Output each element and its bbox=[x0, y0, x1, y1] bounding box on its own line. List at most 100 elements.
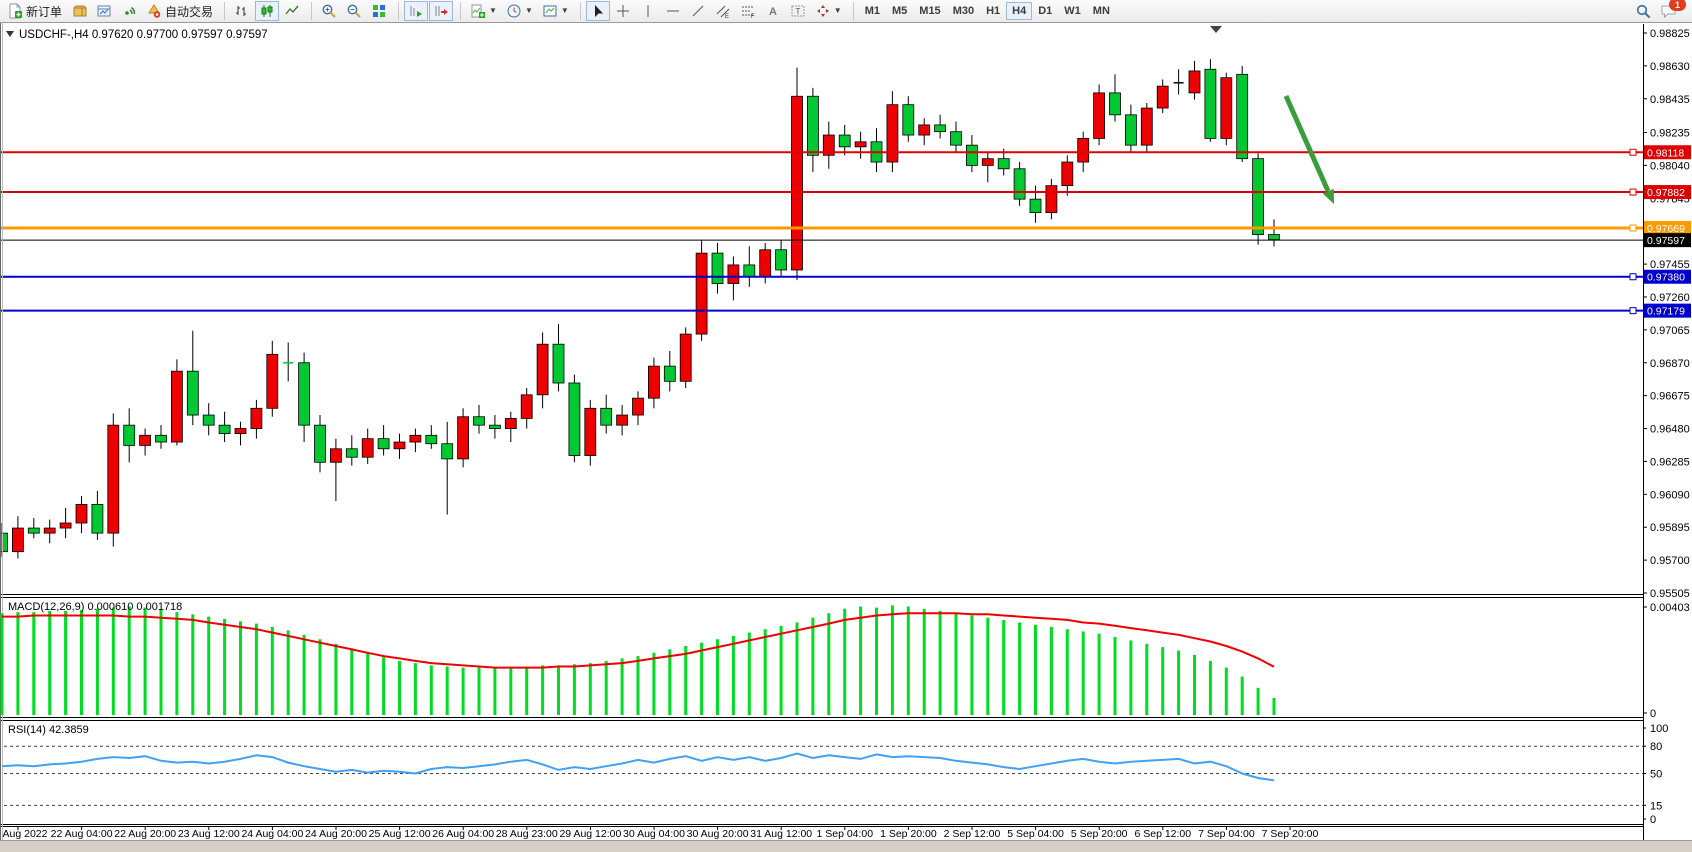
macd-histogram-bar bbox=[731, 635, 735, 715]
text-tool-button[interactable]: A bbox=[761, 1, 785, 21]
chart-shift-button[interactable] bbox=[429, 1, 454, 21]
candle-body bbox=[838, 134, 851, 148]
macd-histogram-bar bbox=[843, 608, 847, 715]
macd-histogram-bar bbox=[1177, 650, 1181, 715]
auto-scroll-button[interactable] bbox=[404, 1, 429, 21]
hline-0.97669[interactable] bbox=[0, 224, 1643, 232]
hline-handle[interactable] bbox=[1629, 224, 1637, 232]
timeframe-h4-button[interactable]: H4 bbox=[1006, 2, 1033, 20]
price-tick-label: 0.95895 bbox=[1650, 522, 1690, 534]
timeframe-h1-button[interactable]: H1 bbox=[986, 5, 1001, 17]
rsi-axis-label: 50 bbox=[1650, 769, 1662, 781]
line-chart-button[interactable] bbox=[280, 1, 304, 21]
timeframe-d1-button[interactable]: D1 bbox=[1038, 5, 1053, 17]
notifications-button[interactable]: 1 bbox=[1656, 0, 1686, 21]
svg-text:T: T bbox=[795, 7, 800, 16]
candle-body bbox=[361, 438, 374, 458]
auto-trading-button[interactable]: 自动交易 bbox=[142, 1, 217, 21]
templates-button[interactable]: ▼ bbox=[538, 1, 573, 21]
time-tick-label: 30 Aug 04:00 bbox=[623, 828, 685, 840]
periods-button[interactable]: ▼ bbox=[502, 1, 537, 21]
candle-body bbox=[314, 424, 326, 463]
auto-scroll-icon bbox=[408, 3, 424, 19]
macd-histogram-bar bbox=[64, 610, 68, 715]
trend-arrow[interactable] bbox=[1283, 94, 1334, 204]
hline-handle[interactable] bbox=[1629, 273, 1637, 281]
macd-histogram-bar bbox=[1113, 637, 1117, 715]
hline-0.97380[interactable] bbox=[0, 273, 1643, 281]
timeframe-m1-button[interactable]: M1 bbox=[864, 5, 880, 17]
macd-histogram-bar bbox=[604, 660, 608, 715]
candle-body bbox=[504, 418, 517, 429]
candle-body bbox=[234, 428, 247, 435]
hline-handle[interactable] bbox=[1629, 148, 1637, 156]
candle-body bbox=[409, 434, 422, 443]
candle-body bbox=[663, 365, 676, 382]
macd-histogram-bar bbox=[700, 642, 704, 715]
hline-handle[interactable] bbox=[1629, 188, 1637, 196]
hline-0.97882[interactable] bbox=[0, 188, 1643, 196]
zoom-out-button[interactable] bbox=[342, 1, 366, 21]
market-watch-button[interactable] bbox=[92, 1, 116, 21]
macd-histogram-bar bbox=[1129, 640, 1133, 715]
candle-body bbox=[250, 407, 263, 429]
arrows-tool-button[interactable]: ▼ bbox=[811, 1, 846, 21]
hline-handle[interactable] bbox=[1629, 307, 1637, 315]
cursor-tool-button[interactable] bbox=[585, 1, 610, 21]
text-label-tool-button[interactable]: T bbox=[786, 1, 810, 21]
search-icon bbox=[1635, 3, 1651, 19]
tile-windows-icon bbox=[371, 3, 387, 19]
trend-arrow-shaft[interactable] bbox=[1283, 94, 1331, 193]
crosshair-tool-button[interactable] bbox=[611, 1, 635, 21]
main-toolbar: 新订单 自动交易 ▼ ▼ ▼ E F A T ▼ M1 M5 M15 M30 H1 H4 D… bbox=[0, 0, 1692, 23]
candle-body bbox=[886, 104, 899, 163]
timeframe-m30-button[interactable]: M30 bbox=[952, 5, 975, 17]
symbol-dropdown-icon[interactable] bbox=[6, 31, 14, 37]
candle-body bbox=[1140, 107, 1153, 146]
macd-histogram-bar bbox=[302, 634, 306, 715]
indicators-button[interactable]: ▼ bbox=[466, 1, 501, 21]
hline-0.97179[interactable] bbox=[0, 307, 1643, 315]
search-button[interactable] bbox=[1631, 1, 1655, 21]
timeframe-w1-button[interactable]: W1 bbox=[1064, 5, 1081, 17]
candle-body bbox=[107, 424, 120, 534]
chart-profiles-button[interactable] bbox=[67, 1, 91, 21]
macd-histogram-bar bbox=[525, 666, 529, 715]
new-order-button[interactable]: 新订单 bbox=[3, 1, 66, 21]
time-tick-label: 22 Aug 04:00 bbox=[51, 828, 113, 840]
timeframe-m15-button[interactable]: M15 bbox=[919, 5, 941, 17]
candle-body bbox=[981, 158, 994, 166]
channel-tool-button[interactable]: E bbox=[711, 1, 735, 21]
macd-histogram-bar bbox=[398, 660, 401, 715]
candle-body bbox=[1156, 85, 1169, 109]
toolbar-separator bbox=[456, 2, 462, 20]
bar-chart-button[interactable] bbox=[230, 1, 254, 21]
timeframe-mn-button[interactable]: MN bbox=[1092, 5, 1110, 17]
signals-button[interactable] bbox=[117, 1, 141, 21]
zoom-in-button[interactable] bbox=[317, 1, 341, 21]
timeframe-m5-button[interactable]: M5 bbox=[892, 5, 908, 17]
price-tick-label: 0.97065 bbox=[1650, 325, 1690, 337]
macd-histogram-bar bbox=[1018, 622, 1022, 715]
horizontal-line-tool-button[interactable] bbox=[661, 1, 685, 21]
candle-body bbox=[966, 144, 978, 166]
tile-windows-button[interactable] bbox=[367, 1, 391, 21]
trendline-tool-button[interactable] bbox=[686, 1, 710, 21]
fibonacci-tool-button[interactable]: F bbox=[736, 1, 760, 21]
chart-shift-marker[interactable] bbox=[1210, 26, 1222, 33]
vertical-line-tool-button[interactable] bbox=[636, 1, 660, 21]
macd-histogram-bar bbox=[1193, 654, 1196, 715]
macd-histogram-bar bbox=[159, 609, 163, 715]
macd-histogram-bar bbox=[922, 608, 926, 715]
candlestick-chart-button[interactable] bbox=[255, 1, 280, 21]
hline-0.98118[interactable] bbox=[0, 148, 1643, 156]
crosshair-icon bbox=[615, 3, 631, 19]
macd-histogram-bar bbox=[684, 646, 688, 715]
macd-histogram-bar bbox=[1065, 629, 1069, 715]
dropdown-caret: ▼ bbox=[489, 6, 497, 15]
price-tick-label: 0.98825 bbox=[1650, 28, 1690, 40]
chart-shift-icon bbox=[433, 3, 449, 19]
